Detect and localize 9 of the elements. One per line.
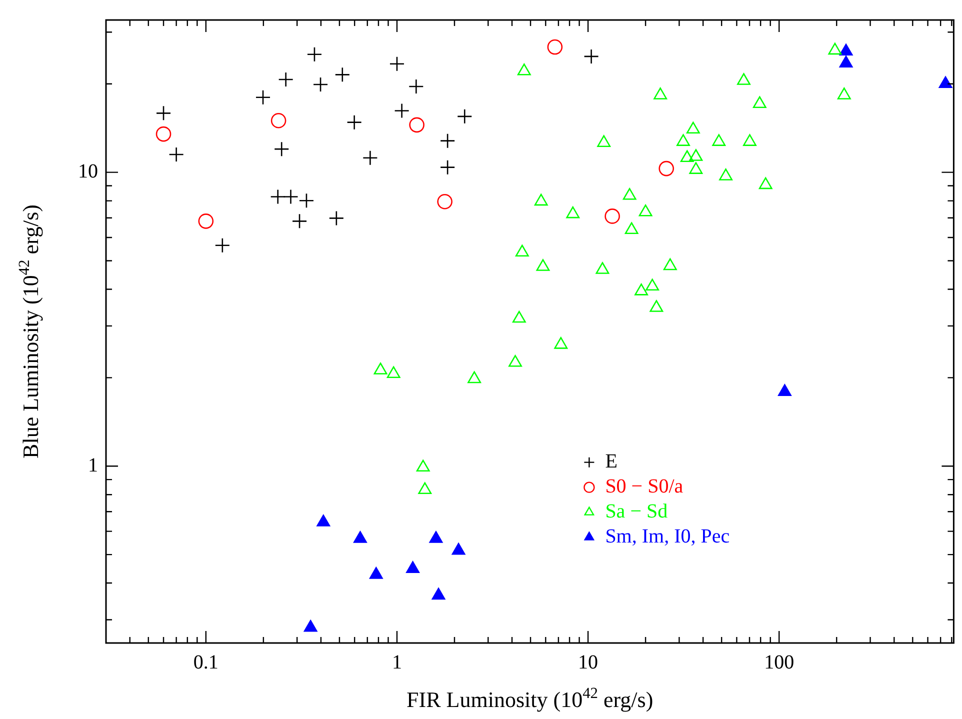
legend-label: Sm, Im, I0, Pec (605, 526, 730, 548)
x-tick-label: 10 (578, 651, 598, 674)
x-tick-label: 1 (392, 651, 402, 674)
legend-label: E (605, 450, 618, 473)
y-axis-title: Blue Luminosity (1042 erg/s) (16, 204, 43, 458)
legend-label: Sa − Sd (605, 500, 668, 523)
legend-label: S0 − S0/a (605, 476, 684, 498)
x-tick-label: 100 (764, 651, 794, 674)
x-tick-label: 0.1 (193, 651, 218, 674)
